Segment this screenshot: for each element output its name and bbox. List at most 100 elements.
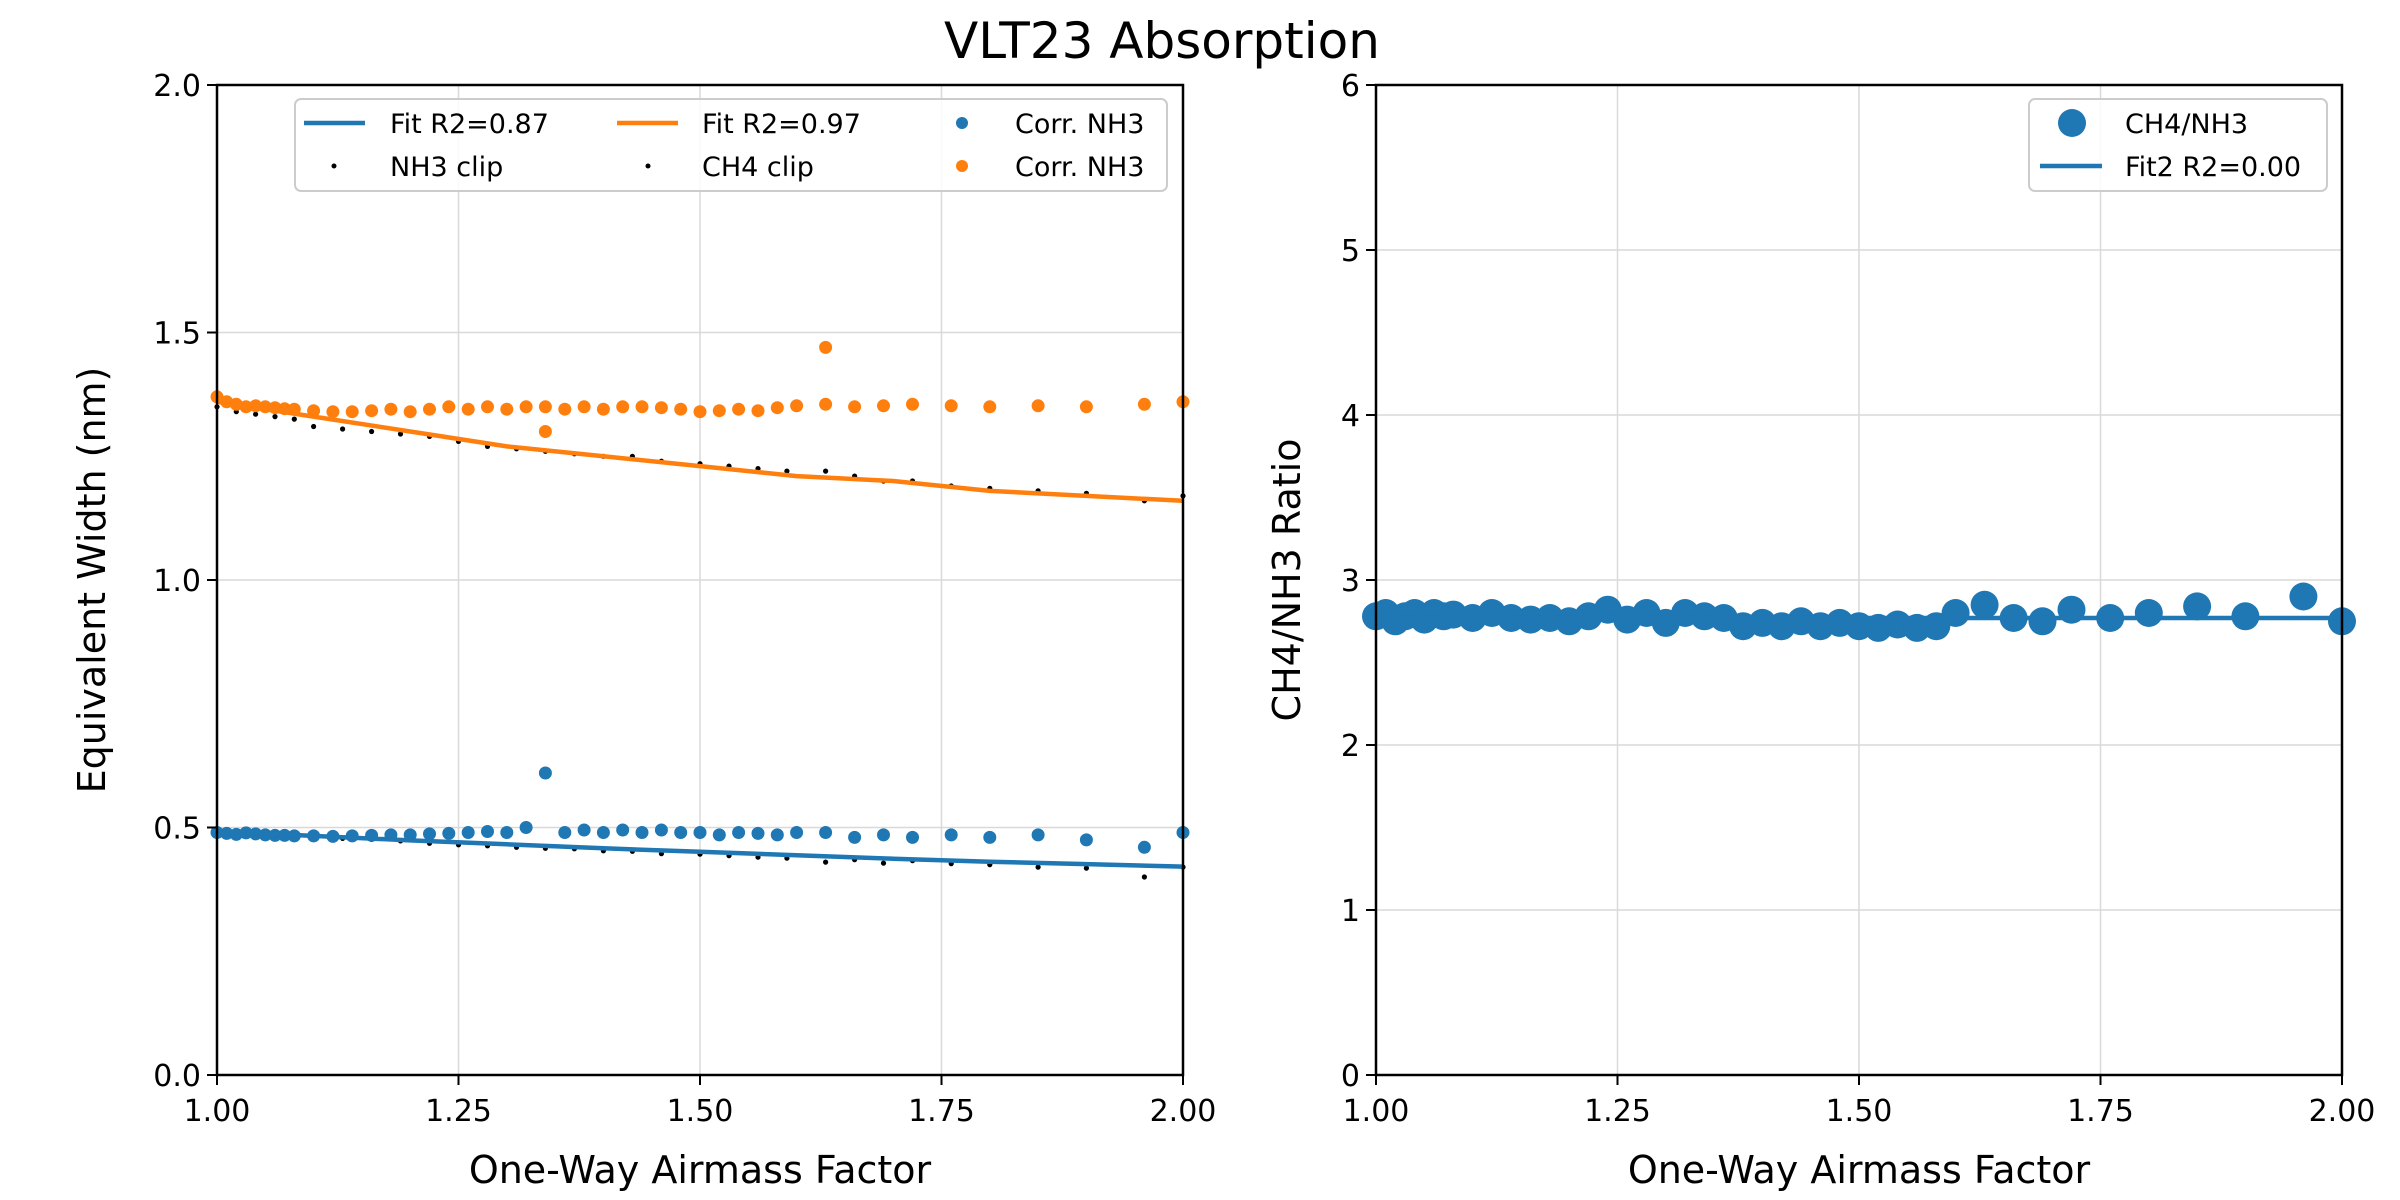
data-point-ch4-clip [311,423,317,430]
tick-layer: 1.00 1.25 1.50 1.75 2.00 0 1 2 3 4 5 6 [1341,69,2375,1129]
data-point-corr-nh3 [790,399,804,413]
x-tick-label: 2.00 [2309,1094,2376,1129]
x-tick-label: 1.00 [184,1094,251,1129]
y-tick-label: 0.5 [153,812,201,847]
data-point-corr-nh3 [384,402,398,416]
data-point-corr-nh3 [983,830,997,844]
data-point-ch4-clip [823,468,829,474]
data-point-nh3-clip [1083,865,1089,871]
data-point-corr-nh3 [848,830,862,844]
data-point-corr-nh3 [819,826,833,839]
y-tick-label: 0 [1341,1059,1360,1094]
data-point-corr-nh3 [538,425,552,438]
data-point-corr-nh3 [403,405,417,419]
data-point-ch4-nh3 [2289,582,2318,611]
data-point-corr-nh3 [461,826,475,839]
legend-swatch-ratio [2058,109,2086,137]
data-point-nh3-clip [880,860,887,866]
x-tick-label: 1.75 [2067,1094,2134,1129]
data-point-ch4-nh3 [1970,590,1999,619]
x-tick-label: 1.00 [1343,1094,1410,1129]
y-tick-label: 1.0 [153,564,201,599]
data-point-ch4-clip [272,414,278,420]
data-point-corr-nh3 [906,397,919,411]
legend-box [294,98,1168,192]
data-point-corr-nh3 [635,400,649,414]
data-point-corr-nh3 [500,826,514,839]
figure-title: VLT23 Absorption [944,12,1380,70]
data-point-corr-nh3 [848,400,862,414]
data-point-corr-nh3 [819,340,833,354]
data-point-corr-nh3 [1031,399,1045,413]
legend-swatch-corr-nh3-orange [956,160,968,172]
legend-swatch-ch4-clip [645,163,651,169]
y-tick-label: 1.5 [153,317,201,352]
legend: Fit R2=0.87 NH3 clip Fit R2=0.97 CH4 cli… [294,98,1168,192]
data-point-corr-nh3 [1137,397,1151,411]
data-point-corr-nh3 [538,766,552,780]
y-tick-label: 2.0 [153,69,201,104]
data-point-corr-nh3 [674,402,688,416]
data-point-corr-nh3 [944,828,958,842]
data-point-corr-nh3 [732,826,746,839]
data-point-corr-nh3 [1137,840,1151,854]
data-point-nh3-clip [1141,874,1147,880]
data-point-corr-nh3 [819,397,833,411]
data-point-ch4-nh3 [2028,607,2057,636]
tick-layer: 1.00 1.25 1.50 1.75 2.00 0.0 0.5 1.0 1.5 2.0 [153,69,1216,1129]
data-point-corr-nh3 [983,400,997,414]
data-point-corr-nh3 [1079,833,1093,847]
data-point-corr-nh3 [519,821,533,834]
data-point-corr-nh3 [519,400,533,414]
legend: CH4/NH3 Fit2 R2=0.00 [2028,98,2328,192]
data-point-corr-nh3 [596,402,610,416]
data-point-corr-nh3 [877,399,890,413]
data-point-corr-nh3 [712,828,726,842]
data-point-ch4-clip [291,416,297,422]
legend-label-fit-ch4: Fit R2=0.97 [702,109,861,140]
legend-label-ratio: CH4/NH3 [2125,109,2248,140]
y-axis-label: Equivalent Width (nm) [70,367,114,794]
y-tick-label: 2 [1341,729,1360,764]
y-tick-label: 3 [1341,564,1360,599]
data-point-ch4-clip [369,428,375,435]
data-point-corr-nh3 [481,400,494,414]
data-point-corr-nh3 [906,830,919,844]
legend-box [2028,98,2328,192]
series-line-fit-r2-0-97 [216,399,1184,504]
data-point-corr-nh3 [442,826,456,840]
data-point-corr-nh3 [596,826,610,839]
data-point-ch4-clip [340,426,346,432]
data-point-corr-nh3 [616,823,630,837]
x-tick-label: 1.25 [425,1094,492,1129]
data-point-corr-nh3 [500,402,514,416]
data-point-corr-nh3 [558,402,572,416]
data-point-corr-nh3 [558,826,572,839]
data-point-ch4-nh3 [2183,592,2212,621]
y-axis-label: CH4/NH3 Ratio [1265,439,1309,722]
legend-label-fit-nh3: Fit R2=0.87 [390,109,549,140]
legend-swatch-nh3-clip [331,163,337,169]
data-point-corr-nh3 [770,401,784,415]
x-axis-label: One-Way Airmass Factor [469,1148,932,1192]
data-point-corr-nh3 [538,400,552,414]
data-point-corr-nh3 [944,399,958,413]
legend-label-corr-nh3-orange: Corr. NH3 [1015,152,1144,183]
data-point-corr-nh3 [616,400,630,414]
data-point-corr-nh3 [674,826,688,839]
equivalent-width-panel: 1.00 1.25 1.50 1.75 2.00 0.0 0.5 1.0 1.5 2.0 One-… [70,69,1216,1192]
data-point-corr-nh3 [577,823,591,837]
y-tick-label: 5 [1341,234,1360,269]
data-point-corr-nh3 [790,826,804,839]
data-point-nh3-clip [1035,864,1041,870]
data-point-ch4-nh3 [1941,599,1970,627]
data-point-ch4-clip [397,431,404,437]
ratio-panel: 1.00 1.25 1.50 1.75 2.00 0 1 2 3 4 5 6 One-Way Airm… [1265,69,2375,1192]
x-tick-label: 2.00 [1150,1094,1217,1129]
data-point-corr-nh3 [751,404,765,418]
y-tick-label: 1 [1341,894,1360,929]
series-line-fit-r2-0-87 [216,829,1184,869]
y-tick-label: 4 [1341,399,1360,434]
